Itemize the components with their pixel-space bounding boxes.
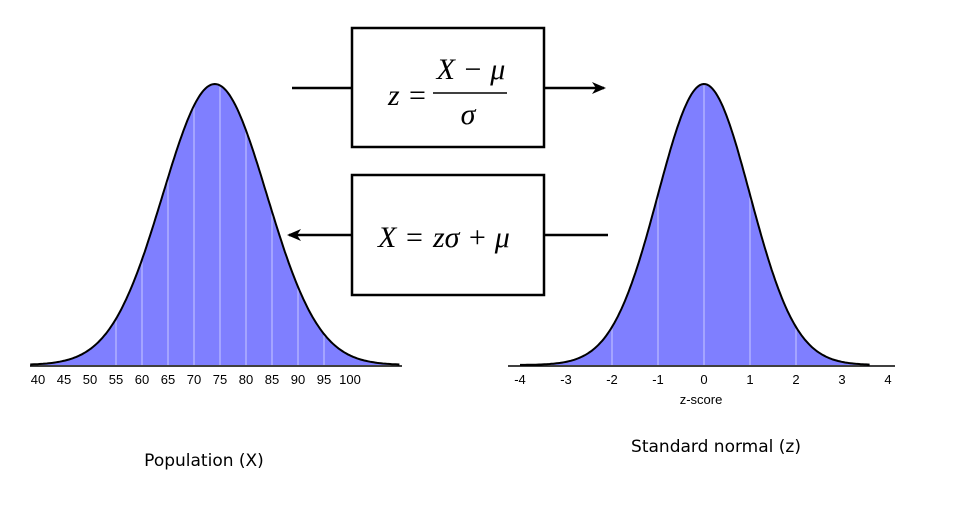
inverse-formula-rhs: zσ + μ xyxy=(432,221,510,254)
standardize-formula-box: z = X − μ σ xyxy=(350,26,546,149)
standard-normal-distribution: -4 -3 -2 -1 0 1 2 3 4 z-score Standard normal (z… xyxy=(508,82,895,457)
standardize-box-frame xyxy=(350,26,546,149)
population-tick-labels: 40 45 50 55 60 65 70 75 80 85 90 95 100 xyxy=(31,372,361,387)
right-tick-label: -2 xyxy=(606,372,618,387)
standard-normal-curve xyxy=(520,82,870,366)
right-tick-label: -3 xyxy=(560,372,572,387)
left-tick-label: 40 xyxy=(31,372,45,387)
standard-normal-caption: Standard normal (z) xyxy=(631,437,801,457)
standard-normal-tick-labels: -4 -3 -2 -1 0 1 2 3 4 xyxy=(514,372,891,387)
population-distribution: 40 45 50 55 60 65 70 75 80 85 90 95 100 Population (… xyxy=(30,82,402,471)
z-score-axis-title: z-score xyxy=(680,392,723,407)
formula-equals: = xyxy=(409,79,426,112)
left-tick-label: 95 xyxy=(317,372,331,387)
inverse-formula-box: X = zσ + μ xyxy=(350,173,546,297)
formula-denominator: σ xyxy=(461,98,477,131)
left-tick-label: 80 xyxy=(239,372,253,387)
left-tick-label: 65 xyxy=(161,372,175,387)
population-caption: Population (X) xyxy=(144,451,264,471)
formula-numerator: X − μ xyxy=(436,53,506,86)
left-tick-label: 55 xyxy=(109,372,123,387)
left-tick-label: 100 xyxy=(339,372,361,387)
right-tick-label: -4 xyxy=(514,372,526,387)
right-tick-label: 1 xyxy=(746,372,753,387)
left-tick-label: 75 xyxy=(213,372,227,387)
left-tick-label: 50 xyxy=(83,372,97,387)
population-gridlines xyxy=(115,85,325,365)
right-tick-label: -1 xyxy=(652,372,664,387)
right-tick-label: 0 xyxy=(700,372,707,387)
inverse-formula-equals: = xyxy=(406,221,423,254)
left-tick-label: 90 xyxy=(291,372,305,387)
standard-normal-curve-fill xyxy=(520,84,870,365)
right-tick-label: 2 xyxy=(792,372,799,387)
formula-z: z xyxy=(387,79,400,112)
left-tick-label: 45 xyxy=(57,372,71,387)
left-tick-label: 60 xyxy=(135,372,149,387)
population-curve xyxy=(30,82,400,366)
inverse-formula-x: X xyxy=(377,221,398,254)
left-tick-label: 70 xyxy=(187,372,201,387)
population-curve-fill xyxy=(30,84,400,365)
right-tick-label: 3 xyxy=(838,372,845,387)
left-tick-label: 85 xyxy=(265,372,279,387)
standard-normal-gridlines xyxy=(611,84,797,365)
right-tick-label: 4 xyxy=(884,372,891,387)
inverse-box-frame xyxy=(350,173,546,297)
